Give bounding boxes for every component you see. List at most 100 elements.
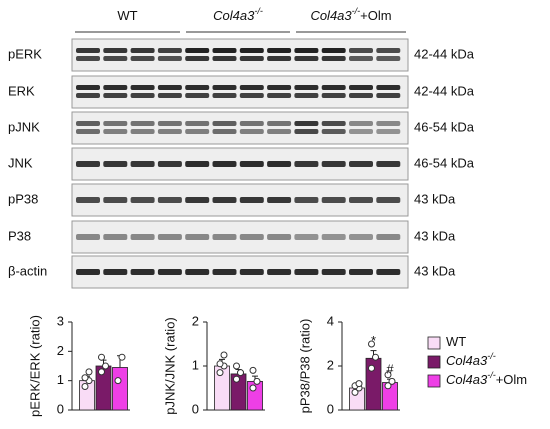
band [212, 56, 237, 61]
legend-swatch [427, 374, 441, 388]
y-tick-label: 1 [57, 372, 64, 387]
band [212, 269, 237, 275]
data-point [81, 374, 89, 382]
y-axis-label: pJNK/JNK (ratio) [162, 317, 177, 415]
group-sup: -/- [487, 351, 496, 361]
blot-label: JNK [8, 155, 33, 170]
data-point [368, 340, 375, 348]
blot-label: pP38 [8, 191, 38, 206]
blot-label: P38 [8, 228, 31, 243]
band [349, 234, 373, 240]
band [321, 197, 346, 203]
band [376, 269, 401, 275]
band [185, 197, 210, 203]
data-point [249, 366, 257, 374]
legend-swatch [427, 355, 441, 369]
band [267, 121, 292, 126]
band [239, 161, 264, 167]
band [157, 269, 182, 275]
annotation: # [386, 362, 394, 377]
band [185, 48, 210, 53]
band [239, 234, 264, 240]
band [157, 56, 182, 61]
band [267, 269, 292, 275]
band [376, 93, 401, 98]
band [376, 234, 401, 240]
band [157, 121, 182, 126]
band [376, 129, 401, 134]
band [130, 269, 155, 275]
band [321, 121, 346, 126]
blot-label: β-actin [8, 263, 47, 278]
group-label: WT [446, 334, 466, 349]
group-label: Col4a3-/-+Olm [310, 6, 391, 23]
band [212, 85, 237, 90]
band [157, 85, 182, 90]
data-point [372, 353, 379, 361]
data-point [102, 362, 109, 370]
band [157, 129, 182, 134]
band [130, 121, 155, 126]
y-tick-label: 2 [192, 313, 199, 328]
band [267, 197, 292, 203]
band [130, 93, 155, 98]
band [157, 234, 182, 240]
group-sup: -/- [487, 370, 496, 380]
band [376, 48, 401, 53]
bar [112, 367, 128, 411]
band [239, 56, 264, 61]
band [321, 48, 346, 53]
band [376, 121, 401, 126]
band [130, 85, 155, 90]
band [294, 56, 319, 61]
group-label: WT [117, 8, 137, 23]
data-point [98, 353, 105, 361]
y-tick-label: 2 [57, 343, 64, 358]
band [130, 197, 155, 203]
band [185, 269, 210, 275]
y-tick-label: 2 [327, 357, 334, 372]
data-point [384, 382, 392, 390]
band [349, 161, 373, 167]
data-point [216, 369, 224, 377]
band [76, 56, 100, 61]
group-name: WT [446, 334, 466, 349]
band [376, 161, 401, 167]
group-name: Col4a3 [213, 8, 255, 23]
band [103, 269, 128, 275]
blot-size: 46-54 kDa [414, 155, 475, 170]
band [267, 161, 292, 167]
band [185, 234, 210, 240]
band [103, 56, 128, 61]
y-tick-label: 0 [192, 401, 199, 416]
group-name: WT [117, 8, 137, 23]
band [212, 129, 237, 134]
band [349, 269, 373, 275]
band [294, 129, 319, 134]
blot-panel [71, 111, 409, 145]
group-sup: -/- [254, 6, 263, 16]
group-label: Col4a3-/-+Olm [446, 370, 527, 387]
band [294, 197, 319, 203]
band [103, 85, 128, 90]
group-name: Col4a3 [310, 8, 352, 23]
annotation: * [371, 333, 376, 348]
data-point [368, 364, 375, 372]
band [349, 197, 373, 203]
y-axis-label: pP38/P38 (ratio) [297, 319, 312, 414]
blot-size: 42-44 kDa [414, 83, 475, 98]
group-suffix: +Olm [360, 8, 391, 23]
data-point [220, 351, 228, 359]
band [130, 56, 155, 61]
band [376, 85, 401, 90]
data-point [216, 360, 224, 368]
blot-size: 42-44 kDa [414, 46, 475, 61]
band [376, 197, 401, 203]
data-point [85, 368, 93, 376]
band [239, 121, 264, 126]
band [185, 121, 210, 126]
band [321, 234, 346, 240]
band [76, 121, 100, 126]
blot-size: 43 kDa [414, 263, 456, 278]
band [349, 85, 373, 90]
